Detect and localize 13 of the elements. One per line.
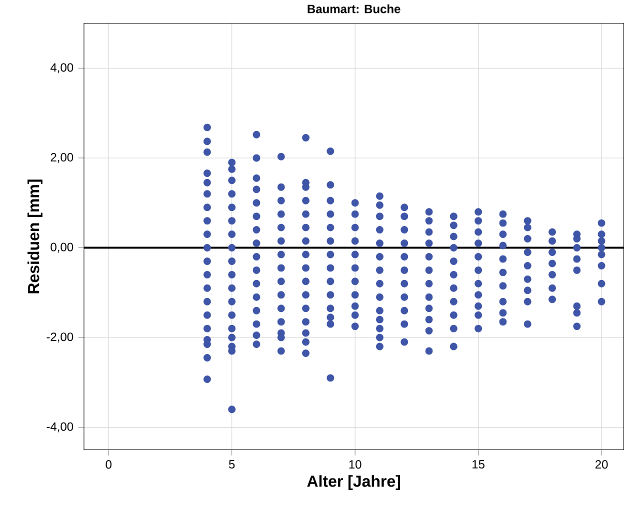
y-tick-label: 2,00 [50,153,74,164]
x-tick-label: 10 [349,460,362,469]
x-tick-label: 15 [472,460,484,469]
chart-title: Baumart: Buche [308,4,400,14]
x-tick-label: 5 [228,460,235,469]
y-tick-label: 4,00 [50,63,74,74]
y-axis-title: Residuen [mm] [28,180,42,294]
y-tick-label: -4,00 [46,422,74,432]
x-tick-label: 20 [595,460,608,469]
y-tick-label: -2,00 [46,332,74,343]
x-axis-title: Alter [Jahre] [307,475,400,490]
y-tick-label: 0,00 [50,242,74,253]
x-tick-label: 0 [106,460,112,469]
